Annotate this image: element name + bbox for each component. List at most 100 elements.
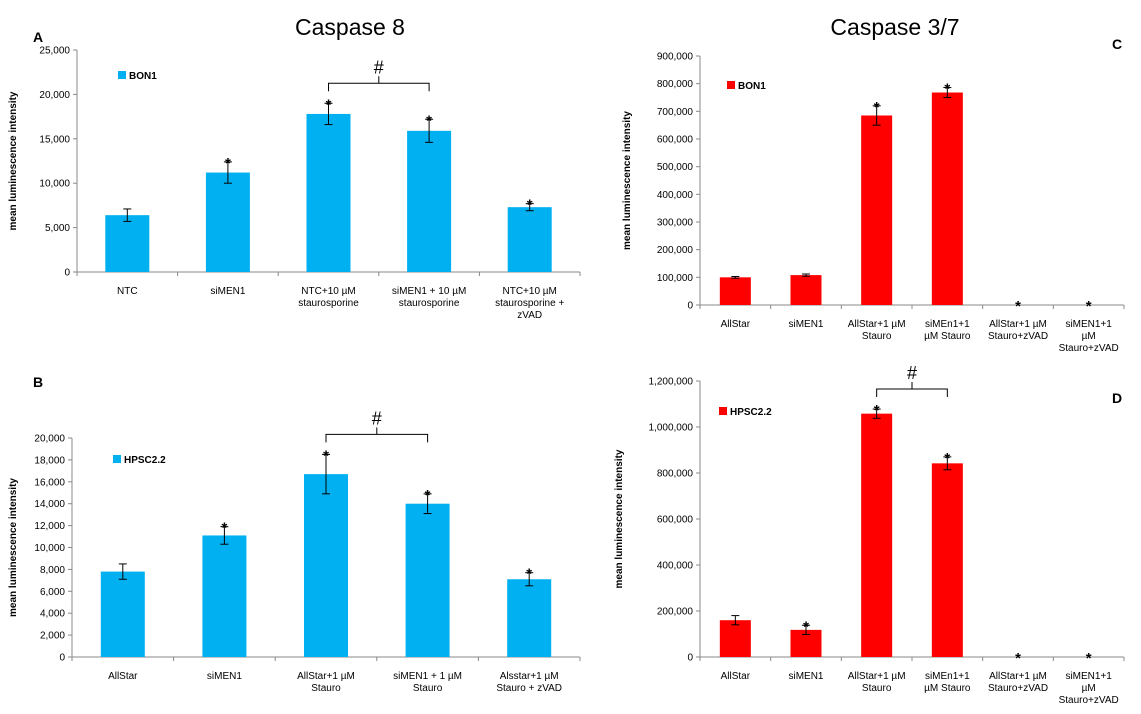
panel-label: A (33, 29, 43, 45)
bar (205, 172, 250, 272)
legend-label: BON1 (738, 81, 766, 92)
caspase-8-title: Caspase 8 (295, 14, 405, 40)
y-tick-label: 10,000 (39, 179, 70, 190)
y-tick-label: 900,000 (657, 52, 694, 63)
y-tick-label: 400,000 (657, 561, 694, 572)
x-category-label: AllStar+1 µM (297, 671, 355, 682)
significance-bracket (876, 388, 948, 398)
x-category-label: AllStar+1 µM (989, 671, 1047, 682)
significance-marker: * (526, 566, 532, 583)
significance-marker: * (944, 81, 950, 98)
y-axis-label: mean luminescence intensity (8, 91, 19, 230)
y-tick-label: 100,000 (657, 273, 694, 284)
x-category-label: siMEN1+1 (1065, 319, 1112, 330)
x-category-label: µM (1082, 331, 1096, 342)
significance-marker: * (874, 99, 880, 116)
x-category-label: AllStar (108, 671, 138, 682)
bar (861, 413, 893, 657)
bracket-label: # (907, 363, 917, 383)
legend-swatch (118, 71, 126, 79)
bar (202, 535, 247, 657)
bar (306, 113, 351, 272)
panel-label: B (33, 374, 43, 390)
bar (100, 571, 145, 657)
x-category-label: Alsstar+1 µM (500, 671, 559, 682)
bar (105, 215, 150, 272)
x-category-label: zVAD (517, 310, 542, 321)
bar (790, 275, 822, 305)
bar (507, 579, 552, 657)
y-tick-label: 20,000 (39, 90, 70, 101)
y-tick-label: 0 (64, 268, 70, 279)
y-tick-label: 16,000 (34, 477, 65, 488)
significance-marker: * (221, 520, 227, 537)
x-category-label: siMEn1+1 (925, 671, 970, 682)
x-category-label: siMEN1 (207, 671, 242, 682)
y-axis-label: mean luminescence intensity (622, 111, 633, 250)
x-category-label: siMEN1 (788, 319, 823, 330)
legend-label: BON1 (129, 71, 157, 82)
y-tick-label: 25,000 (39, 46, 70, 57)
y-tick-label: 18,000 (34, 455, 65, 466)
y-tick-label: 700,000 (657, 107, 694, 118)
x-category-label: Stauro (413, 683, 443, 694)
y-tick-label: 400,000 (657, 190, 694, 201)
y-tick-label: 800,000 (657, 79, 694, 90)
bar (405, 503, 450, 657)
bar (931, 463, 963, 657)
bar (861, 115, 893, 305)
bracket-label: # (374, 57, 384, 77)
x-category-label: siMEn1+1 (925, 319, 970, 330)
y-tick-label: 600,000 (657, 515, 694, 526)
y-tick-label: 800,000 (657, 469, 694, 480)
x-category-label: siMEN1 + 10 µM (392, 286, 466, 297)
x-category-label: siMEN1 (210, 286, 245, 297)
y-tick-label: 0 (59, 653, 65, 664)
x-category-label: AllStar+1 µM (848, 319, 906, 330)
y-axis-label: mean luminescence intensity (8, 478, 19, 617)
x-category-label: Stauro+zVAD (988, 331, 1048, 342)
x-category-label: NTC+10 µM (503, 286, 557, 297)
y-tick-label: 20,000 (34, 434, 65, 445)
bar (931, 92, 963, 306)
legend-swatch (727, 81, 735, 89)
caspase-3-7-title: Caspase 3/7 (830, 14, 959, 40)
bar (507, 207, 552, 272)
y-tick-label: 200,000 (657, 607, 694, 618)
significance-marker: * (1086, 650, 1092, 667)
y-tick-label: 1,200,000 (649, 377, 694, 388)
x-category-label: Stauro+zVAD (1059, 695, 1119, 706)
y-tick-label: 6,000 (40, 587, 65, 598)
significance-bracket (328, 82, 430, 92)
y-tick-label: 10,000 (34, 543, 65, 554)
x-category-label: µM Stauro (924, 683, 971, 694)
x-category-label: AllStar+1 µM (989, 319, 1047, 330)
y-tick-label: 1,000,000 (649, 423, 694, 434)
x-category-label: staurosporine (298, 298, 359, 309)
legend-label: HPSC2.2 (124, 455, 166, 466)
x-category-label: siMEN1 + 1 µM (393, 671, 462, 682)
x-category-label: Stauro + zVAD (496, 683, 562, 694)
x-category-label: Stauro (311, 683, 341, 694)
x-category-label: Stauro (862, 331, 892, 342)
bar (719, 277, 751, 305)
bar (407, 130, 452, 272)
x-category-label: Stauro+zVAD (1059, 343, 1119, 354)
y-tick-label: 14,000 (34, 499, 65, 510)
x-category-label: Stauro (862, 683, 892, 694)
bar (304, 474, 348, 657)
significance-marker: * (944, 450, 950, 467)
x-category-label: NTC+10 µM (301, 286, 355, 297)
x-category-label: µM Stauro (924, 331, 971, 342)
x-category-label: AllStar (721, 319, 751, 330)
x-category-label: µM (1082, 683, 1096, 694)
significance-marker: * (1086, 298, 1092, 315)
y-tick-label: 5,000 (45, 223, 70, 234)
x-category-label: siMEN1 (788, 671, 823, 682)
y-axis-label: mean luminescence intensity (614, 449, 625, 588)
